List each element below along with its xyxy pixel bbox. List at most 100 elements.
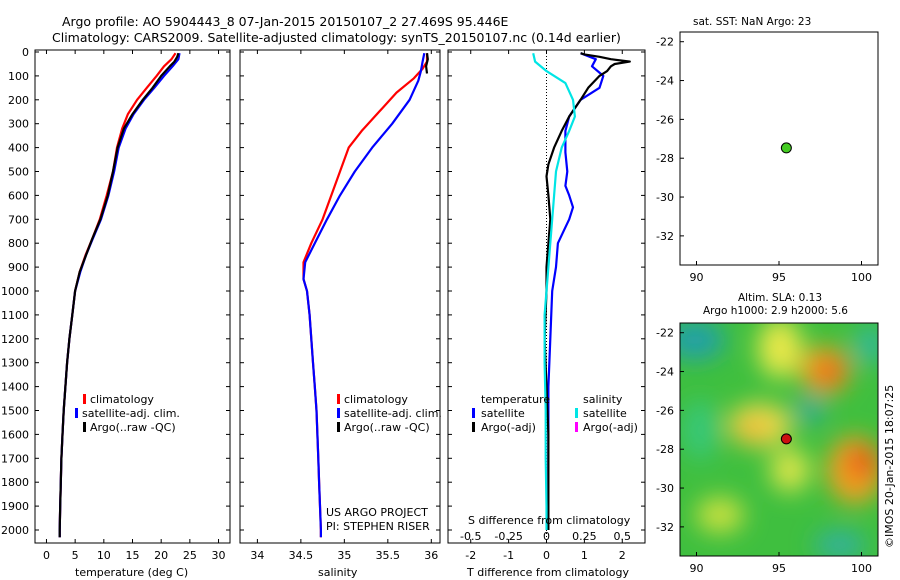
depth-tick-label: 500 (8, 166, 29, 179)
series-line-t_argo (543, 52, 631, 530)
legend-label-s-satellite: satellite (583, 407, 627, 420)
map-x-tick-label: 95 (772, 562, 786, 575)
series-line-s_sat (532, 52, 577, 530)
legend-label-t-satellite: satellite (481, 407, 525, 420)
series-line-argo (425, 53, 429, 74)
map-y-tick-label: -24 (656, 366, 674, 379)
depth-tick-label: 400 (8, 142, 29, 155)
legend-swatch-s-satellite (575, 408, 578, 418)
x2-tick-label: -0.5 (460, 530, 481, 543)
map-x-tick-label: 90 (690, 271, 704, 284)
depth-tick-label: 1100 (1, 309, 29, 322)
legend-swatch-satellite (75, 408, 78, 418)
series-line-argo (58, 52, 180, 538)
map-x-tick-label: 100 (851, 562, 872, 575)
map-y-tick-label: -28 (656, 152, 674, 165)
legend-label-t-argo: Argo(-adj) (481, 421, 536, 434)
depth-tick-label: 1700 (1, 452, 29, 465)
legend-label-climatology: climatology (90, 393, 154, 406)
temperature-panel-frame (34, 49, 231, 544)
map-y-tick-label: -28 (656, 443, 674, 456)
legend-label-satellite: satellite-adj. clim. (344, 407, 442, 420)
depth-tick-label: 0 (22, 46, 29, 59)
panel-0: 0 5 10 15 20 25 30 (43, 50, 226, 562)
panel-1: 34 34.5 35 35.5 36 (250, 50, 438, 562)
legend-swatch-climatology (83, 394, 86, 404)
depth-tick-label: 2000 (1, 524, 29, 537)
pi-annotation: PI: STEPHEN RISER (326, 520, 430, 533)
x-tick-label: -2 (465, 549, 476, 562)
depth-tick-label: 1600 (1, 428, 29, 441)
depth-tick-label: 1400 (1, 381, 29, 394)
legend-label-climatology: climatology (344, 393, 408, 406)
x-tick-label: 0 (543, 549, 550, 562)
argo-float-marker (780, 433, 792, 445)
x-tick-label: 30 (212, 549, 226, 562)
legend-label-s-argo: Argo(-adj) (583, 421, 638, 434)
x-tick-label: 5 (72, 549, 79, 562)
legend-label-argo: Argo(..raw -QC) (344, 421, 430, 434)
depth-tick-label: 800 (8, 237, 29, 250)
depth-tick-label: 200 (8, 94, 29, 107)
legend-swatch-t-argo (472, 422, 475, 432)
sla-map-field (680, 323, 878, 556)
x-tick-label: 34.5 (289, 549, 314, 562)
map-y-tick-label: -24 (656, 75, 674, 88)
series-line-sat (302, 52, 426, 538)
depth-tick-label: 900 (8, 261, 29, 274)
map-y-tick-label: -22 (656, 36, 674, 49)
legend-swatch-s-argo (575, 422, 578, 432)
legend-label-argo: Argo(..raw -QC) (90, 421, 176, 434)
map-y-tick-label: -26 (656, 113, 674, 126)
legend-swatch-t-satellite (472, 408, 475, 418)
depth-tick-label: 1800 (1, 476, 29, 489)
depth-axis: 0 100 200 300 400 500 600 700 800 900 1000 1100 1200… (1, 46, 645, 537)
x-tick-label: 34 (250, 549, 264, 562)
x-tick-label: 35 (337, 549, 351, 562)
series-line-sat (58, 53, 181, 538)
x-tick-label: 20 (154, 549, 168, 562)
x-tick-label: 35.5 (376, 549, 401, 562)
sla-map-title: Altim. SLA: 0.13 (738, 292, 822, 304)
depth-tick-label: 300 (8, 118, 29, 131)
imos-stamp: ©IMOS 20-Jan-2015 18:07:25 (883, 385, 896, 548)
depth-tick-label: 1300 (1, 357, 29, 370)
x2-tick-label: 0 (543, 530, 550, 543)
difference-legend: temperature salinity satellite Argo(-adj… (472, 393, 638, 434)
legend-swatch-climatology (337, 394, 340, 404)
legend-swatch-argo (337, 422, 340, 432)
series-line-t_sat (547, 52, 605, 530)
depth-tick-label: 600 (8, 189, 29, 202)
legend-group-temperature: temperature (481, 393, 550, 406)
depth-tick-label: 1000 (1, 285, 29, 298)
map-x-tick-label: 100 (851, 271, 872, 284)
sst-map-axes: 90 95 100 -22 -24 -26 -28 -30 -32 (656, 36, 872, 284)
depth-tick-label: 100 (8, 70, 29, 83)
map-y-tick-label: -26 (656, 404, 674, 417)
depth-tick-label: 1900 (1, 500, 29, 513)
map-y-tick-label: -22 (656, 327, 674, 340)
s-difference-axis-label: S difference from climatology (468, 514, 631, 527)
depth-tick-label: 700 (8, 213, 29, 226)
t-difference-axis-label: T difference from climatology (466, 566, 629, 579)
sla-map-axes: 90 95 100 -22 -24 -26 -28 -30 -32 (656, 327, 872, 575)
x2-tick-label: 0.25 (572, 530, 597, 543)
legend-label-satellite: satellite-adj. clim. (82, 407, 180, 420)
map-y-tick-label: -30 (656, 482, 674, 495)
map-x-tick-label: 90 (690, 562, 704, 575)
x2-tick-label: -0.25 (494, 530, 522, 543)
project-annotation: US ARGO PROJECT (326, 506, 428, 519)
x-tick-label: 1 (581, 549, 588, 562)
legend-swatch-argo (83, 422, 86, 432)
x2-tick-label: 0.5 (614, 530, 632, 543)
sla-map-subtitle: Argo h1000: 2.9 h2000: 5.6 (703, 305, 848, 317)
map-x-tick-label: 95 (772, 271, 786, 284)
x-tick-label: 2 (619, 549, 626, 562)
x-tick-label: -1 (503, 549, 514, 562)
temperature-axis-label: temperature (deg C) (75, 566, 188, 579)
x-tick-label: 10 (97, 549, 111, 562)
map-y-tick-label: -32 (656, 230, 674, 243)
profile-panels: 0 5 10 15 20 25 30 34 34.5 35 35.5 36 -2 -1 0 1 2 -0.5 -0.… (43, 50, 631, 562)
